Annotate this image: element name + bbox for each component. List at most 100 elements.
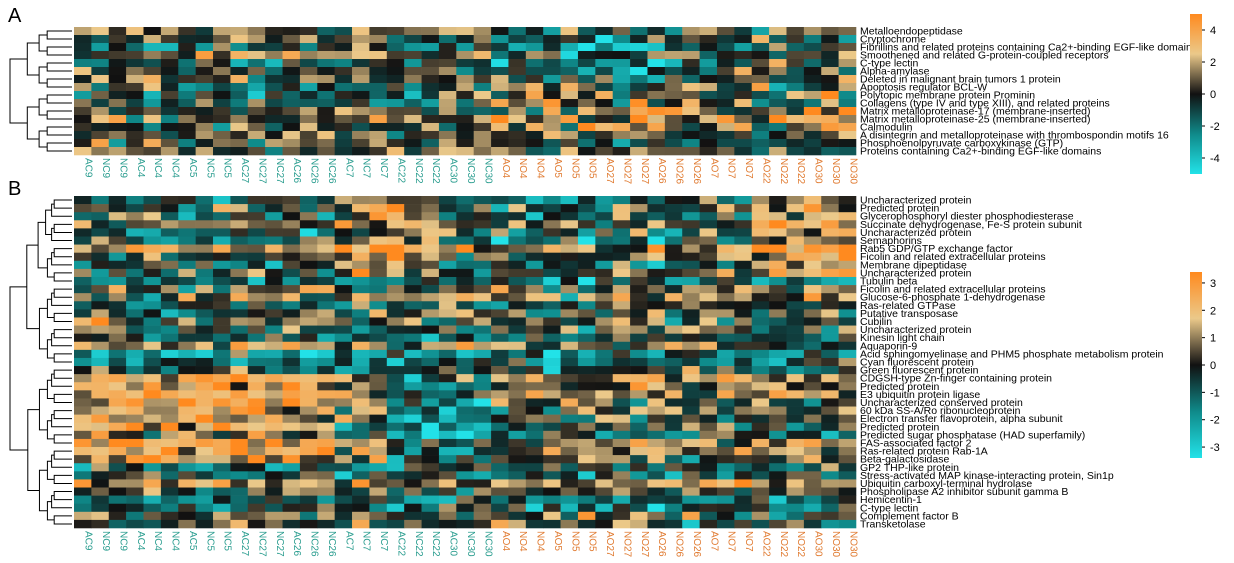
panel-b-cell <box>265 382 283 391</box>
panel-b-cell <box>386 276 405 286</box>
panel-b-cell <box>577 495 596 505</box>
panel-b-cell <box>438 325 457 334</box>
panel-a-cell <box>265 139 283 148</box>
panel-b-cell <box>786 447 805 456</box>
panel-b-cell <box>195 382 214 391</box>
panel-a-cell <box>230 83 249 92</box>
panel-b-cell <box>751 519 770 529</box>
panel-a-cell <box>769 91 787 100</box>
panel-b-cell <box>108 325 127 334</box>
panel-a-cell <box>525 99 544 108</box>
panel-b-cell <box>178 260 196 270</box>
panel-a-cell <box>404 59 422 68</box>
panel-a-cell <box>612 123 631 132</box>
panel-b-cell <box>630 236 648 245</box>
panel-b-cell <box>821 309 839 318</box>
panel-b-cell <box>543 487 561 496</box>
panel-a-cell <box>230 51 249 60</box>
panel-b-column-label: AC27 <box>239 531 250 556</box>
panel-b-column-label: NO7 <box>726 531 737 552</box>
panel-a-cell <box>108 51 127 60</box>
panel-b-row-label: Cyan fluorescent protein <box>860 357 974 369</box>
panel-a-cell <box>543 67 561 76</box>
panel-b-cell <box>160 487 179 496</box>
panel-b-cell <box>160 414 179 424</box>
panel-b-dendrogram-branch <box>53 248 72 258</box>
panel-b-cell <box>334 398 353 407</box>
panel-b-cell <box>751 503 770 513</box>
panel-a-cell <box>160 51 179 60</box>
panel-b-cell <box>664 204 683 213</box>
panel-b-cell <box>491 276 509 286</box>
panel-b-cell <box>421 333 440 343</box>
panel-b-cell <box>543 374 561 383</box>
panel-b-cell <box>247 374 266 383</box>
panel-b-cell <box>421 487 440 496</box>
panel-a-cell <box>386 147 405 156</box>
panel-a-cell <box>769 75 787 84</box>
panel-b-cell <box>369 268 388 278</box>
panel-b-cell <box>838 349 857 359</box>
panel-a-cell <box>438 131 457 140</box>
panel-a-cell <box>751 43 770 52</box>
panel-a-cell <box>491 147 509 156</box>
panel-b-cell <box>247 519 266 529</box>
panel-b-cell <box>525 309 544 318</box>
panel-b-cell <box>282 471 301 480</box>
panel-b-cell <box>352 430 370 440</box>
panel-b-cell <box>786 228 805 237</box>
panel-b-cell <box>630 220 648 229</box>
panel-a-cell <box>473 107 492 116</box>
panel-a-cell <box>143 51 162 60</box>
panel-a-cell <box>647 83 666 92</box>
panel-a-cell <box>404 43 422 52</box>
panel-b-cell <box>213 471 231 480</box>
panel-b-cell <box>386 317 405 326</box>
panel-b-cell <box>74 398 92 407</box>
panel-a-cell <box>838 107 857 116</box>
panel-b-cell <box>838 317 857 326</box>
panel-b-cell <box>108 463 127 472</box>
panel-b-cell <box>664 325 683 334</box>
panel-b-cell <box>803 349 822 359</box>
panel-b-cell <box>195 349 214 359</box>
panel-b-cell <box>230 511 249 521</box>
panel-b-cell <box>386 204 405 213</box>
panel-b-cell <box>577 325 596 334</box>
panel-a-cell <box>143 91 162 100</box>
panel-a-cell <box>143 67 162 76</box>
panel-b-cell <box>126 503 144 513</box>
panel-a-cell <box>369 123 388 132</box>
panel-a-cell <box>630 59 648 68</box>
panel-a-cell <box>213 67 231 76</box>
panel-b-cell <box>352 398 370 407</box>
panel-b-cell <box>751 471 770 480</box>
panel-b-colorbar-tick-label: 3 <box>1210 278 1216 290</box>
panel-a-cell <box>456 43 474 52</box>
panel-b-cell <box>751 447 770 456</box>
panel-a-cell <box>404 115 422 124</box>
panel-a-dendrogram-branch <box>46 110 72 120</box>
panel-b-cell <box>352 236 370 245</box>
panel-a-cell <box>769 99 787 108</box>
panel-a-cell <box>525 83 544 92</box>
panel-a-cell <box>386 115 405 124</box>
panel-b-cell <box>126 414 144 424</box>
panel-b-cell <box>786 220 805 229</box>
panel-b-cell <box>299 366 318 375</box>
panel-a-cell <box>352 91 370 100</box>
panel-b-cell <box>577 447 596 456</box>
panel-a-dendrogram-branch <box>46 78 72 88</box>
panel-b-cell <box>126 260 144 270</box>
panel-a-cell <box>491 67 509 76</box>
panel-a-row-label: Apoptosis regulator BCL-W <box>860 82 987 94</box>
panel-b-cell <box>299 374 318 383</box>
panel-a-cell <box>352 83 370 92</box>
panel-b-cell <box>716 398 735 407</box>
panel-b-cell <box>664 519 683 529</box>
panel-a-cell <box>247 131 266 140</box>
panel-b-cell <box>143 382 162 391</box>
panel-b-cell <box>195 438 214 448</box>
panel-b-column-label: NO30 <box>830 531 841 558</box>
panel-b-cell <box>508 276 527 286</box>
